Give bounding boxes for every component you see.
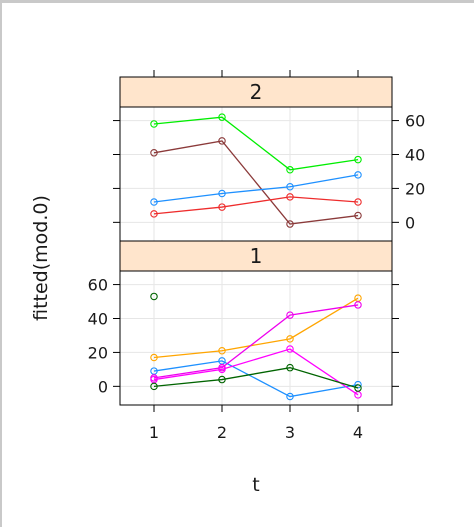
panel-1-series-1-point bbox=[150, 353, 158, 362]
panel-1-series-1-point bbox=[286, 335, 294, 343]
xtick-label: 2 bbox=[217, 423, 227, 442]
plot-frame: 2 0 20 40 60 1 0 20 40 60 1 2 3 4 t fitted(mod.0) bbox=[2, 3, 474, 527]
xtick-label: 3 bbox=[285, 423, 295, 442]
panel-1-series-5-point bbox=[354, 384, 362, 392]
panel-1-ytick-label: 0 bbox=[98, 377, 108, 396]
panel-1-series-4-point bbox=[218, 365, 226, 374]
x-axis-title: t bbox=[252, 474, 259, 496]
panel-1-strip-label: 1 bbox=[250, 244, 263, 268]
panel-1-series-5-point bbox=[218, 375, 226, 384]
panel-2-series-3-point bbox=[286, 193, 294, 201]
panel-1-ytick-label: 60 bbox=[88, 276, 108, 295]
panel-1-series-1-point bbox=[218, 346, 226, 355]
y-axis-title: fitted(mod.0) bbox=[30, 195, 52, 321]
panel-2-ytick-label: 0 bbox=[405, 213, 415, 232]
panel-1-series-5-line bbox=[153, 367, 359, 389]
xtick-label: 4 bbox=[353, 423, 363, 442]
panel-2-series-1-point bbox=[150, 149, 158, 157]
panel-1-series-5-point bbox=[286, 363, 294, 372]
panel-1-series-1-line bbox=[153, 297, 359, 359]
panel-2-strip bbox=[119, 76, 393, 108]
panel-2-series-0-line bbox=[153, 116, 359, 171]
panel-1-series-0-point bbox=[150, 292, 158, 301]
panel-2-strip-label: 2 bbox=[250, 80, 263, 104]
panel-1-series-3-point bbox=[354, 301, 362, 309]
panel-1-strip bbox=[119, 240, 393, 272]
panel-2-ytick-label: 40 bbox=[405, 145, 425, 164]
panel-1-series-5-point bbox=[150, 382, 158, 391]
panel-1-series-2-point bbox=[286, 392, 294, 401]
panel-2-series-0-point bbox=[150, 120, 158, 128]
panel-2-series-3-line bbox=[153, 196, 359, 215]
panel-2-series-1-point bbox=[286, 220, 294, 228]
panel-2-series-0-point bbox=[286, 166, 294, 174]
panel-2-background bbox=[120, 107, 392, 241]
panel-2-series-1-point bbox=[218, 137, 226, 145]
panel-2-series-3-point bbox=[218, 203, 226, 211]
panel-2-series-3-point bbox=[150, 210, 158, 218]
xtick-label: 1 bbox=[149, 423, 159, 442]
panel-1-series-2-line bbox=[153, 360, 359, 398]
panel-1-background bbox=[120, 271, 392, 405]
panel-1-series-4-point bbox=[286, 345, 294, 353]
panel-2-series-1-point bbox=[354, 211, 362, 220]
panel-2-series-0-point bbox=[218, 113, 226, 121]
panel-1-ytick-label: 40 bbox=[88, 309, 108, 328]
panel-2-series-2-line bbox=[153, 174, 359, 203]
panel-1-series-3-point bbox=[286, 311, 294, 319]
panel-2-series-2-point bbox=[218, 189, 226, 198]
panel-2-series-2-point bbox=[354, 171, 362, 179]
panel-2-series-0-point bbox=[354, 155, 362, 164]
panel-1-series-4-line bbox=[153, 348, 359, 396]
panel-2-series-2-point bbox=[286, 182, 294, 191]
panel-1-ytick-label: 20 bbox=[88, 343, 108, 362]
panel-1-series-3-line bbox=[153, 304, 359, 379]
panel-2-series-1-line bbox=[153, 140, 359, 225]
panel-2-ytick-label: 60 bbox=[405, 112, 425, 131]
panel-2-series-2-point bbox=[150, 198, 158, 206]
panel-2-series-3-point bbox=[354, 198, 362, 206]
panel-2-ytick-label: 20 bbox=[405, 179, 425, 198]
